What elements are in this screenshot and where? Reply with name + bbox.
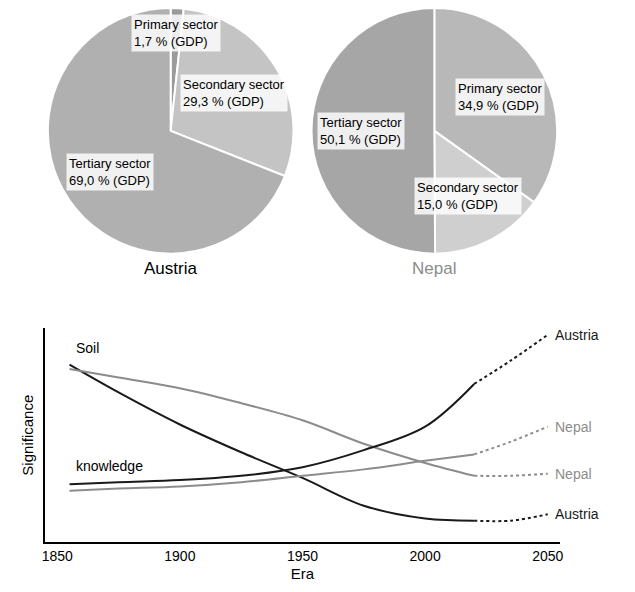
- svg-text:Secondary sector29,3 % (GDP): Secondary sector29,3 % (GDP): [183, 77, 285, 109]
- svg-text:1850: 1850: [42, 548, 73, 564]
- svg-text:Secondary sector15,0 % (GDP): Secondary sector15,0 % (GDP): [417, 180, 519, 212]
- svg-text:Primary sector34,9 % (GDP): Primary sector34,9 % (GDP): [458, 81, 542, 113]
- svg-text:Soil: Soil: [76, 340, 99, 356]
- svg-text:Tertiary sector50,1 % (GDP): Tertiary sector50,1 % (GDP): [320, 115, 402, 147]
- svg-text:knowledge: knowledge: [76, 458, 143, 474]
- svg-text:Austria: Austria: [144, 259, 197, 278]
- svg-text:Nepal: Nepal: [555, 466, 592, 482]
- svg-text:Nepal: Nepal: [412, 259, 456, 278]
- svg-text:Nepal: Nepal: [555, 419, 592, 435]
- svg-text:Austria: Austria: [555, 327, 599, 343]
- svg-text:1950: 1950: [287, 548, 318, 564]
- svg-text:2000: 2000: [410, 548, 441, 564]
- svg-text:Significance: Significance: [19, 395, 36, 476]
- svg-text:Primary sector1,7 % (GDP): Primary sector1,7 % (GDP): [134, 17, 218, 49]
- svg-text:Tertiary sector69,0 % (GDP): Tertiary sector69,0 % (GDP): [69, 156, 151, 188]
- svg-text:1900: 1900: [164, 548, 195, 564]
- svg-text:2050: 2050: [532, 548, 563, 564]
- svg-text:Austria: Austria: [555, 506, 599, 522]
- svg-text:Era: Era: [291, 565, 315, 582]
